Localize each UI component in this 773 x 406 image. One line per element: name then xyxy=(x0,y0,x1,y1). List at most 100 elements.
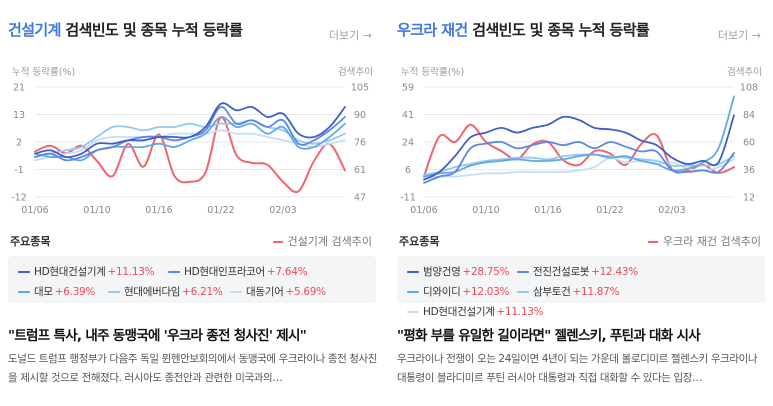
x-tick-label: 01/10 xyxy=(472,205,499,216)
x-tick-label: 01/16 xyxy=(534,205,561,216)
y-tick-label: 13 xyxy=(13,110,25,121)
news-summary: 우크라이나 전쟁이 오는 24일이면 4년이 되는 가운데 볼로디미르 젤렌스키… xyxy=(397,353,758,384)
y2-tick-label: 90 xyxy=(354,110,366,121)
stock-item[interactable]: HD현대건설기계 +11.13% xyxy=(407,304,544,319)
panel-title: 우크라 재건 검색빈도 및 종목 누적 등락률 xyxy=(397,19,650,40)
stock-item[interactable]: 디와이디 +12.03% xyxy=(407,284,509,299)
stock-name: HD현대건설기계 xyxy=(423,306,495,318)
stock-item[interactable]: 현대에버다임 +6.21% xyxy=(108,284,223,299)
search-trend-legend: 우크라 재건 검색추이 xyxy=(647,233,761,249)
legend-label: 건설기계 검색추이 xyxy=(287,235,372,248)
stocks-heading: 주요종목 xyxy=(10,235,51,248)
stock-change: +7.64% xyxy=(266,266,308,278)
series-line xyxy=(423,156,735,179)
search-trend-legend: 건설기계 검색추이 xyxy=(272,233,372,249)
stock-change: +12.43% xyxy=(591,266,638,278)
legend-swatch xyxy=(647,241,658,243)
y-tick-label: -1 xyxy=(14,165,23,176)
x-tick-label: 01/16 xyxy=(145,205,172,216)
stock-swatch xyxy=(407,311,419,313)
stock-item[interactable]: HD현대인프라코어 +7.64% xyxy=(168,264,308,279)
y-tick-label: 59 xyxy=(402,83,414,94)
more-link[interactable]: 더보기 → xyxy=(717,29,761,42)
legend-label: 우크라 재건 검색추이 xyxy=(662,235,761,248)
title-rest: 검색빈도 및 종목 누적 등락률 xyxy=(467,21,650,39)
stock-swatch xyxy=(407,291,419,293)
title-keyword: 우크라 재건 xyxy=(397,21,468,39)
panel-title: 건설기계 검색빈도 및 종목 누적 등락률 xyxy=(8,19,243,40)
chart-right: 누적 등락률(%) 검색추이 -11 6 24 41 59 12 36 60 84 108 01/06 0… xyxy=(400,66,762,216)
y-tick-label: 6 xyxy=(405,165,411,176)
stock-item[interactable]: 전진건설로봇 +12.43% xyxy=(517,264,638,279)
stock-change: +6.21% xyxy=(182,286,223,298)
stock-change: +11.13% xyxy=(107,266,155,278)
series-line xyxy=(34,102,346,159)
y-axis-title: 누적 등락률(%) xyxy=(401,66,464,78)
y2-tick-label: 105 xyxy=(351,83,369,94)
y2-tick-label: 60 xyxy=(743,138,755,149)
more-link[interactable]: 더보기 → xyxy=(328,29,372,42)
x-tick-label: 01/22 xyxy=(596,205,623,216)
y2-tick-label: 47 xyxy=(354,193,366,204)
legend-swatch xyxy=(272,241,283,243)
y2-axis-title: 검색추이 xyxy=(727,66,762,78)
x-tick-label: 01/06 xyxy=(21,205,48,216)
y2-tick-label: 61 xyxy=(354,165,366,176)
stock-name: 대모 xyxy=(34,286,53,298)
news-headline[interactable]: "평화 부를 유일한 길이라면" 젤렌스키, 푸틴과 대화 시사 xyxy=(397,328,701,344)
stock-name: 전진건설로봇 xyxy=(533,266,590,278)
panel-ukraine-reconstruction: 우크라 재건 검색빈도 및 종목 누적 등락률 더보기 → 누적 등락률(%) 검… xyxy=(389,0,769,406)
stock-item[interactable]: 범양건영 +28.75% xyxy=(407,264,509,279)
series-line xyxy=(423,153,735,176)
x-tick-label: 02/03 xyxy=(269,205,296,216)
stock-change: +6.39% xyxy=(54,286,96,298)
y2-tick-label: 108 xyxy=(740,83,758,94)
stock-swatch xyxy=(517,271,529,273)
stock-item[interactable]: 대동기어 +5.69% xyxy=(230,284,326,299)
stock-name: 범양건영 xyxy=(423,266,461,278)
x-tick-label: 01/06 xyxy=(410,205,437,216)
series-line xyxy=(34,116,346,162)
stock-change: +11.13% xyxy=(496,306,544,318)
stock-change: +5.69% xyxy=(285,286,326,298)
stocks-box: 범양건영 +28.75% 전진건설로봇 +12.43% 디와이디 +12.03% 삼부… xyxy=(397,256,765,303)
title-rest: 검색빈도 및 종목 누적 등락률 xyxy=(60,21,243,39)
stock-swatch xyxy=(230,291,242,293)
panel-construction-machinery: 건설기계 검색빈도 및 종목 누적 등락률 더보기 → 누적 등락률(%) 검색추… xyxy=(0,0,380,406)
stock-swatch xyxy=(18,271,30,273)
series-line xyxy=(34,119,346,158)
stock-swatch xyxy=(18,291,30,293)
y2-tick-label: 12 xyxy=(743,193,755,204)
stock-change: +28.75% xyxy=(462,266,510,278)
stock-swatch xyxy=(407,271,419,273)
y2-axis-title: 검색추이 xyxy=(338,66,373,78)
y2-tick-label: 36 xyxy=(743,165,755,176)
stock-item[interactable]: 삼부토건 +11.87% xyxy=(517,284,619,299)
stock-swatch xyxy=(108,291,120,293)
stock-name: 대동기어 xyxy=(246,286,284,298)
stock-swatch xyxy=(517,291,529,293)
stock-item[interactable]: HD현대건설기계 +11.13% xyxy=(18,264,155,279)
news-headline[interactable]: "트럼프 특사, 내주 동맹국에 '우크라 종전 청사진' 제시" xyxy=(8,328,307,344)
y-tick-label: -12 xyxy=(11,193,27,204)
stock-name: HD현대인프라코어 xyxy=(184,266,265,278)
stock-change: +12.03% xyxy=(462,286,510,298)
stock-name: 디와이디 xyxy=(423,286,461,298)
title-keyword: 건설기계 xyxy=(8,21,61,39)
series-line xyxy=(423,140,735,184)
y-tick-label: -11 xyxy=(400,193,416,204)
x-tick-label: 01/10 xyxy=(83,205,110,216)
series-line xyxy=(423,114,735,181)
y-tick-label: 2 xyxy=(16,138,22,149)
news-summary: 도널드 트럼프 행정부가 다음주 독일 뮌헨안보회의에서 동맹국에 우크라이나 … xyxy=(8,353,378,384)
stock-name: HD현대건설기계 xyxy=(34,266,106,278)
y-tick-label: 21 xyxy=(13,83,25,94)
y-axis-title: 누적 등락률(%) xyxy=(12,66,75,78)
stock-item[interactable]: 대모 +6.39% xyxy=(18,284,95,299)
x-tick-label: 02/03 xyxy=(658,205,685,216)
stock-change: +11.87% xyxy=(572,286,620,298)
y2-tick-label: 84 xyxy=(743,110,755,121)
stocks-heading: 주요종목 xyxy=(399,235,440,248)
y2-tick-label: 76 xyxy=(354,138,366,149)
